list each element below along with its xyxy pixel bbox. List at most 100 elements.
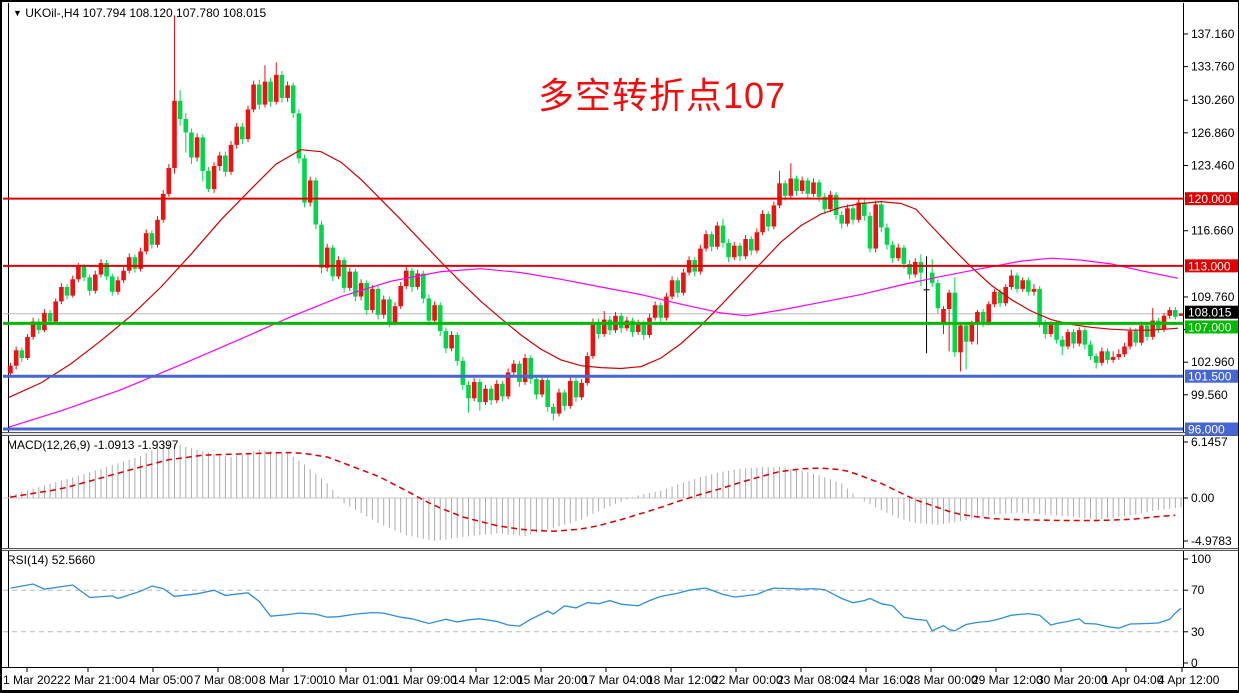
candle-body [443,331,449,349]
macd-tick-label: 0.00 [1191,491,1215,505]
candle-body [743,239,748,257]
candle-body [155,219,160,245]
candle-body [143,233,149,252]
time-label: 7 Mar 08:00 [194,673,258,687]
price-level-badge-label: 108.015 [1188,306,1232,320]
candle-body [364,283,369,310]
candle-body [816,182,822,197]
candle-body [42,312,47,331]
candle-body [777,183,782,206]
time-label: 4 Mar 05:00 [129,673,193,687]
candle-body [545,380,550,407]
annotation-text: 多空转折点107 [538,75,787,116]
macd-signal-value: -1.9397 [137,438,179,452]
candle-body [1093,356,1099,363]
time-label: 4 Apr 12:00 [1158,673,1220,687]
candle-body [641,323,647,335]
candle-body [986,304,991,323]
candle-body [30,321,36,337]
candle-body [749,239,754,251]
rsi-tick-label: 30 [1191,625,1205,639]
candle-body [918,262,924,273]
candle-body [601,319,607,334]
candle-body [1043,323,1048,334]
candle-body [1065,332,1071,347]
candle-body [839,215,844,224]
symbol-dropdown-icon[interactable]: ▼ [13,8,22,18]
candle-body [1150,320,1155,337]
candle-body [873,204,878,249]
candle-body [483,388,488,403]
candle-body [833,194,839,215]
candle-body [223,155,228,172]
candle-body [1167,310,1172,316]
candle-body [658,305,664,318]
candle-body [596,322,601,334]
candle-body [539,380,545,395]
macd-name: MACD(12,26,9) [7,438,91,452]
candle-body [715,225,720,247]
candle-body [720,225,726,243]
candle-body [415,273,420,287]
candle-body [771,205,777,227]
candle-body [1048,324,1054,334]
candle-body [556,392,562,414]
candle-body [675,280,680,293]
time-label: 14 Mar 12:00 [452,673,523,687]
panel-splitter[interactable] [2,432,1239,436]
candle-body [534,379,539,395]
price-level-badge [1185,422,1238,436]
panel-splitter[interactable] [2,548,1239,551]
candle-body [19,350,25,358]
candle-body [907,263,912,275]
ma-fast-line [8,149,1179,398]
price-level-badge-label: 107.000 [1188,320,1232,334]
candle-body [1014,275,1020,289]
price-level-badge [1185,192,1238,206]
time-label: 11 Mar 09:00 [387,673,457,687]
candle-body [13,350,19,366]
candle-body [500,383,505,397]
candle-body [381,299,386,315]
macd-histogram [10,442,1182,541]
candle-body [409,270,415,287]
candle-body [194,137,200,158]
candle-body [884,227,890,245]
candle-body [251,84,256,110]
time-label: 2 Mar 21:00 [64,673,128,687]
bottom-border [2,690,1238,692]
price-level-badge [1185,305,1238,319]
candle-body [324,247,330,268]
candle-body [1060,339,1065,347]
candle-body [81,266,87,278]
candle-body [319,224,324,268]
candle-body [980,311,986,323]
candle-body [132,257,138,269]
candle-body [341,260,347,288]
candle-body [189,132,194,158]
time-label: 17 Mar 04:00 [582,673,653,687]
time-label: 30 Mar 20:00 [1037,673,1108,687]
candle-body [160,193,166,220]
candle-body [76,266,81,280]
time-label: 10 Mar 01:00 [322,673,393,687]
candle-body [528,358,533,380]
candle-body [36,321,42,331]
time-label: 18 Mar 12:00 [647,673,718,687]
candle-body [387,299,392,323]
candle-body [551,406,556,414]
candle-body [590,322,596,357]
candle-body [421,273,426,299]
candle-body [47,312,53,322]
candle-body [87,277,92,291]
candle-body [454,335,460,361]
candle-body [262,81,268,105]
price-tick-label: 109.760 [1191,290,1235,304]
candle-body [822,196,828,210]
candle-body [392,306,398,323]
candle-body [1020,280,1025,289]
price-level-badge-label: 101.500 [1188,370,1232,384]
price-level-badge-label: 120.000 [1188,192,1232,206]
